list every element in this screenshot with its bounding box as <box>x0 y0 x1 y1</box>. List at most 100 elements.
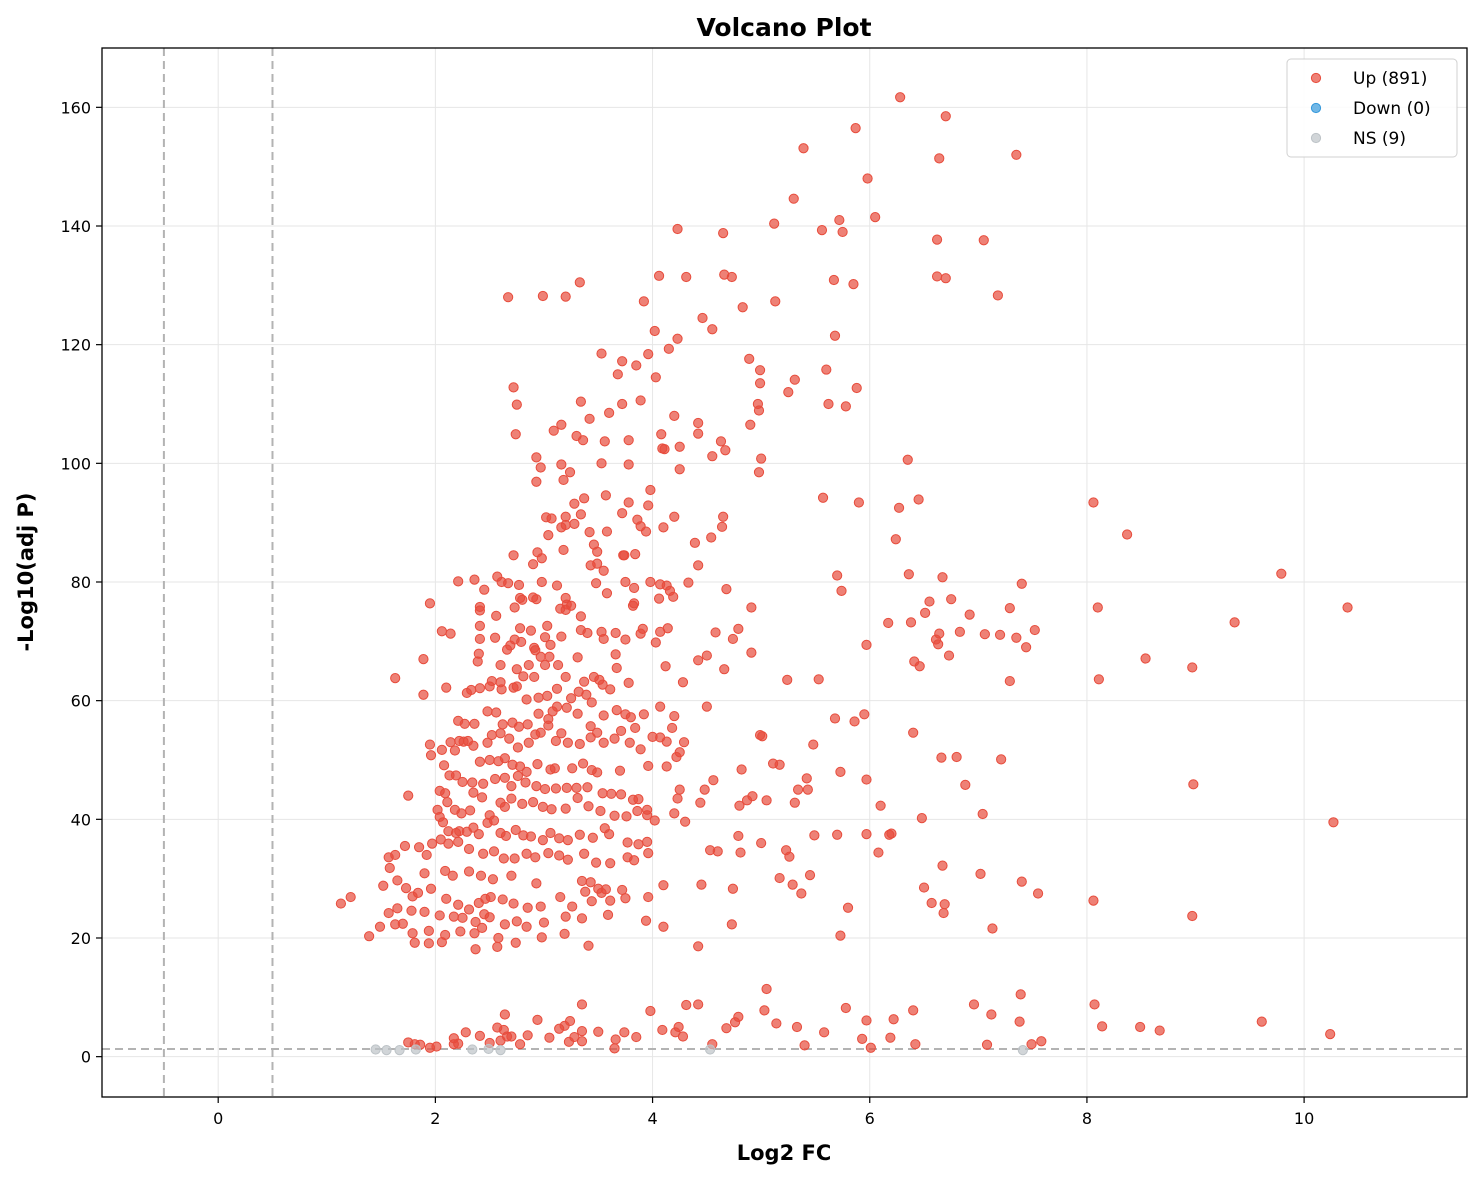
point-up <box>943 650 955 661</box>
point-up <box>531 780 542 792</box>
point-up <box>672 793 683 804</box>
point-up <box>756 837 767 849</box>
point-up <box>674 441 685 452</box>
point-up <box>669 410 680 421</box>
point-up <box>669 511 680 522</box>
point-up <box>576 999 588 1010</box>
point-up <box>576 875 588 887</box>
point-up <box>474 633 485 645</box>
point-up <box>674 464 685 475</box>
point-up <box>693 417 704 429</box>
point-up <box>670 1027 681 1038</box>
point-up <box>895 92 906 103</box>
point-up <box>746 647 757 658</box>
point-up <box>520 777 531 788</box>
point-up <box>538 917 550 928</box>
point-up <box>832 570 843 581</box>
point-up <box>849 716 860 727</box>
point-up <box>474 756 485 767</box>
point-up <box>610 627 621 639</box>
point-up <box>659 443 670 455</box>
point-up <box>650 637 661 648</box>
point-ns <box>381 1045 392 1056</box>
point-up <box>629 582 640 594</box>
point-up <box>726 919 737 930</box>
point-up <box>934 153 945 164</box>
point-up <box>546 513 557 524</box>
point-up <box>571 782 582 793</box>
point-up <box>453 836 464 847</box>
point-up <box>424 598 436 609</box>
point-up <box>556 728 567 739</box>
point-up <box>566 693 577 704</box>
point-up <box>842 902 854 913</box>
point-up <box>558 544 569 556</box>
point-up <box>681 999 692 1011</box>
point-up <box>513 579 525 591</box>
point-up <box>861 829 872 840</box>
point-up <box>457 776 468 788</box>
point-up <box>605 858 616 869</box>
point-up <box>531 476 542 487</box>
point-up <box>383 907 394 919</box>
point-up <box>530 852 541 863</box>
point-up <box>693 428 704 439</box>
point-up <box>575 396 586 407</box>
point-up <box>576 1036 588 1047</box>
point-up <box>645 484 656 496</box>
point-up <box>964 609 975 620</box>
point-up <box>618 550 629 561</box>
point-up <box>470 944 481 955</box>
point-up <box>1154 1025 1165 1036</box>
point-up <box>609 733 620 744</box>
point-up <box>1004 675 1015 687</box>
point-up <box>885 1032 896 1043</box>
point-up <box>598 565 609 576</box>
point-up <box>735 847 746 858</box>
point-up <box>511 916 522 927</box>
point-up <box>427 838 438 849</box>
point-up <box>556 419 567 430</box>
point-up <box>623 497 634 508</box>
point-up <box>440 788 451 799</box>
point-up <box>642 836 653 847</box>
point-up <box>563 1036 575 1047</box>
point-up <box>525 831 537 842</box>
point-up <box>791 1021 803 1033</box>
point-up <box>1029 624 1040 636</box>
point-up <box>470 916 481 928</box>
point-up <box>492 941 503 952</box>
point-up <box>478 848 489 859</box>
point-up <box>693 560 704 571</box>
point-up <box>770 296 781 307</box>
point-up <box>746 602 757 613</box>
point-up <box>584 413 595 424</box>
point-up <box>835 930 846 941</box>
point-up <box>472 656 483 667</box>
point-up <box>586 697 597 708</box>
point-up <box>479 584 490 595</box>
point-up <box>627 600 639 611</box>
point-up <box>521 921 532 932</box>
y-tick-label: 100 <box>60 454 91 473</box>
point-up <box>525 625 537 636</box>
point-up <box>543 720 554 731</box>
point-up <box>716 521 728 532</box>
point-up <box>696 879 707 890</box>
point-up <box>940 111 951 122</box>
point-up <box>913 494 924 505</box>
point-up <box>409 937 420 948</box>
point-up <box>600 490 611 501</box>
point-up <box>562 854 573 865</box>
point-up <box>683 577 694 588</box>
point-up <box>510 824 521 836</box>
point-up <box>754 365 766 376</box>
point-up <box>784 851 795 862</box>
point-up <box>558 474 569 486</box>
point-up <box>567 763 578 774</box>
point-up <box>968 999 980 1010</box>
point-up <box>1016 578 1027 589</box>
point-up <box>425 750 437 761</box>
plot-frame <box>101 47 1468 1098</box>
point-up <box>642 810 653 821</box>
